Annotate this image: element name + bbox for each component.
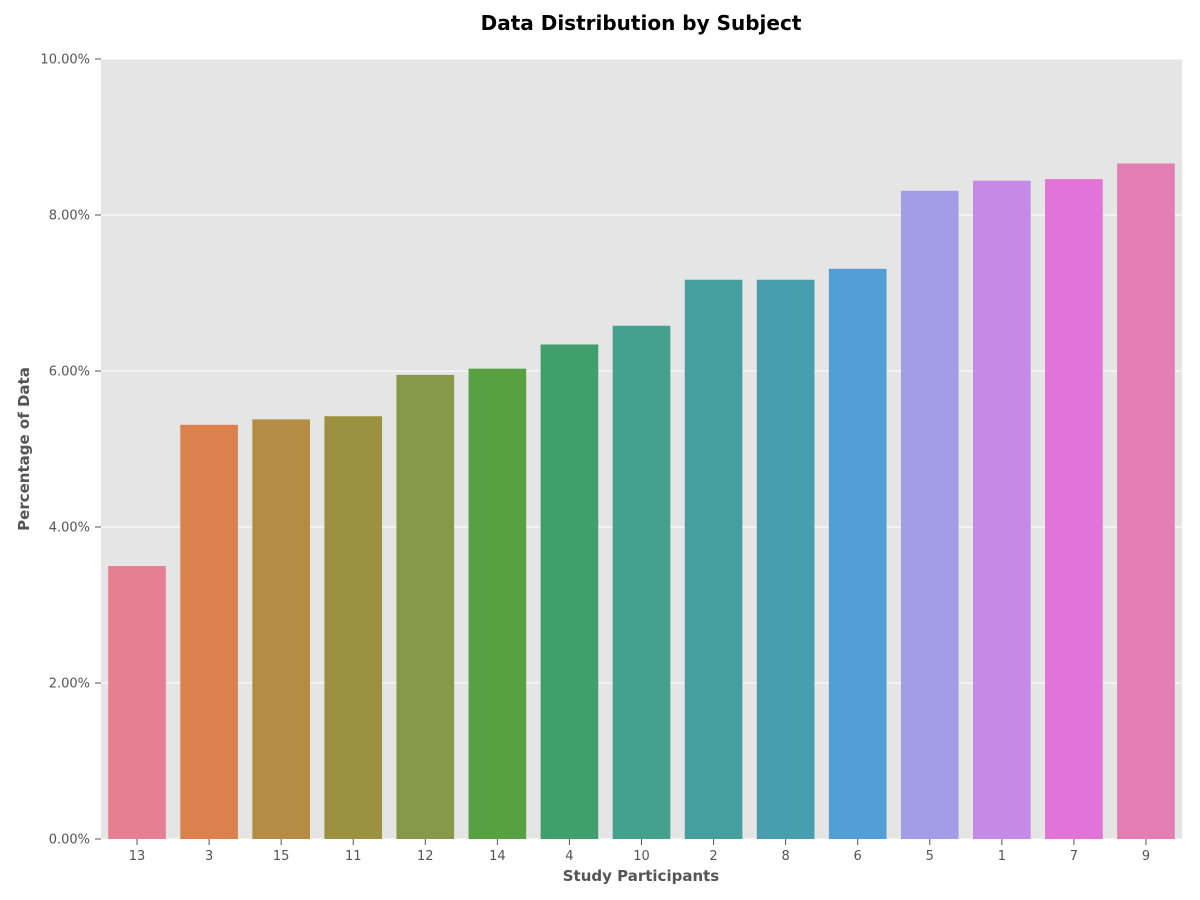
bar [468,368,527,839]
y-tick-label: 6.00% [49,365,90,380]
x-tick-label: 1 [998,849,1006,864]
y-tick-label: 2.00% [49,677,90,692]
y-tick-label: 0.00% [49,833,90,848]
bar [180,424,238,839]
x-tick-label: 2 [709,849,717,864]
bar [252,419,310,839]
x-axis-label: Study Participants [563,867,720,885]
bar [108,566,166,839]
x-tick-label: 8 [781,849,789,864]
bar [756,279,815,839]
x-tick-label: 15 [273,849,290,864]
x-tick-label: 3 [205,849,213,864]
x-tick-label: 9 [1142,849,1150,864]
bars [108,163,1175,839]
x-tick-label: 5 [926,849,934,864]
y-tick-label: 10.00% [40,53,90,68]
bar [900,190,959,839]
y-tick-label: 4.00% [49,521,90,536]
x-tick-label: 6 [854,849,862,864]
bar [1045,179,1103,839]
x-tick-label: 12 [417,849,434,864]
chart-title: Data Distribution by Subject [481,11,802,35]
bar [324,416,383,839]
x-axis-ticks: 13 3 15 11 12 14 4 10 2 8 6 5 1 7 9 [129,839,1150,864]
bar [396,374,455,839]
bar [1117,163,1175,839]
bar [612,325,671,839]
x-tick-label: 13 [129,849,146,864]
y-axis-label: Percentage of Data [15,367,33,531]
y-axis-ticks: 0.00% 2.00% 4.00% 6.00% 8.00% 10.00% [40,53,101,848]
y-tick-label: 8.00% [49,209,90,224]
x-tick-label: 10 [633,849,650,864]
x-tick-label: 11 [345,849,362,864]
bar [973,180,1031,839]
x-tick-label: 14 [489,849,506,864]
x-tick-label: 4 [565,849,573,864]
bar [684,279,743,839]
bar [828,268,887,839]
x-tick-label: 7 [1070,849,1078,864]
bar [540,344,599,839]
